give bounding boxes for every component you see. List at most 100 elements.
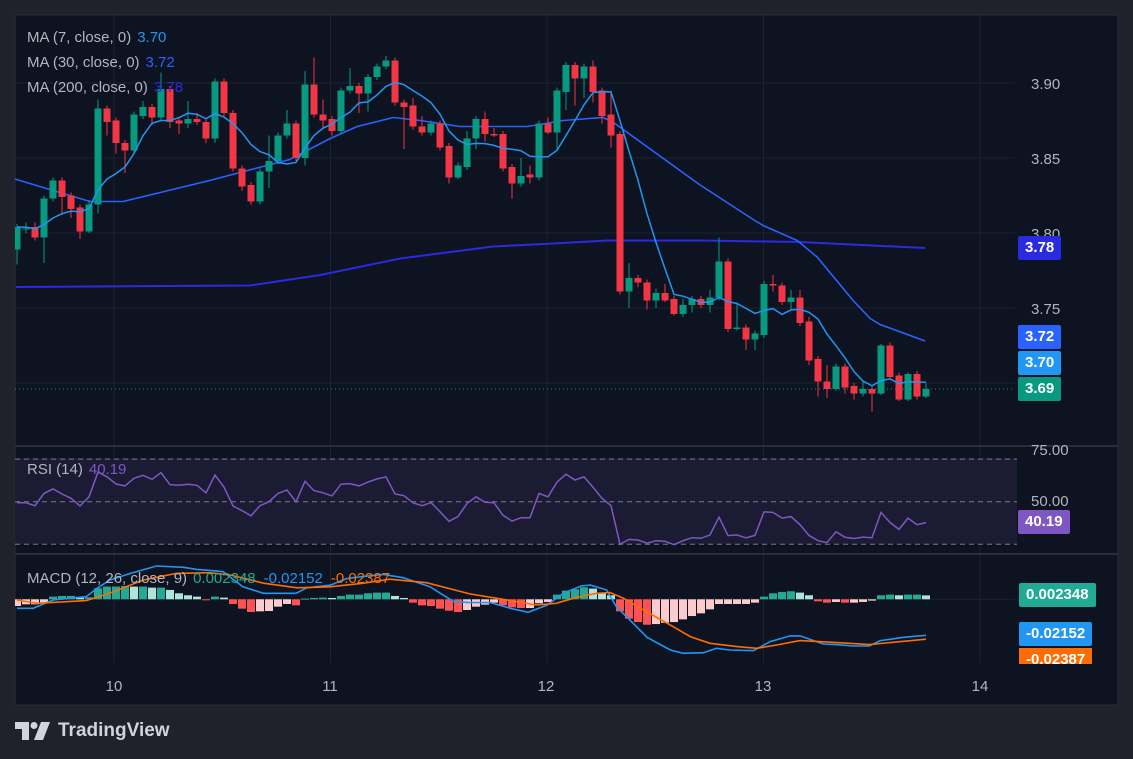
macd-histogram-bar [355, 594, 363, 600]
candle-body [310, 84, 318, 115]
macd-histogram-bar [238, 599, 246, 609]
candle-body [715, 261, 723, 298]
candle-up [337, 87, 345, 134]
macd-histogram-bar [877, 595, 885, 600]
ma7-price-label: 3.70 [1018, 351, 1062, 375]
legend-ma30-label: MA (30, close, 0) [27, 54, 140, 71]
candle-body [733, 327, 741, 329]
candle-body [15, 227, 21, 250]
candle-body [283, 123, 291, 136]
macd-histogram-bar [103, 586, 111, 600]
candle-up [517, 158, 525, 187]
candle-down [490, 128, 498, 137]
macd-histogram-bar [652, 599, 660, 625]
candle-body [886, 345, 894, 377]
candle-down [418, 116, 426, 136]
candle-body [679, 305, 687, 314]
candle-up [139, 101, 147, 119]
legend-rsi-value: 40.19 [88, 461, 127, 478]
candle-up [274, 132, 282, 164]
candle-down [769, 275, 777, 292]
candle-body [643, 282, 651, 301]
candle-body [481, 119, 489, 134]
candle-down [868, 386, 876, 412]
legend-ma200[interactable]: MA (200, close, 0) 3.78 [27, 79, 189, 96]
rsi-value-label: 40.19 [1018, 510, 1070, 534]
candle-down [643, 279, 651, 310]
time-tick: 13 [755, 678, 772, 695]
candle-down [391, 57, 399, 106]
candle-down [481, 111, 489, 142]
candle-down [319, 99, 327, 128]
macd-histogram-bar [904, 594, 912, 600]
candle-body [724, 261, 732, 329]
candle-down [796, 290, 804, 326]
macd-histogram-bar [436, 599, 444, 609]
candle-body [49, 180, 57, 199]
price-tick: 3.75 [1031, 301, 1060, 318]
candle-down [598, 87, 606, 124]
legend-ma7[interactable]: MA (7, close, 0) 3.70 [27, 29, 172, 46]
legend-rsi[interactable]: RSI (14) 40.19 [27, 461, 132, 478]
legend-rsi-label: RSI (14) [27, 461, 83, 478]
candle-up [679, 299, 687, 317]
candle-down [238, 165, 246, 191]
price-pane[interactable] [10, 56, 1015, 412]
candle-down [634, 275, 642, 287]
candle-body [112, 120, 120, 143]
macd-histogram-bar [778, 591, 786, 600]
macd-histogram-bar [229, 599, 237, 604]
candle-up [751, 330, 759, 350]
tradingview-logo[interactable]: TradingView [15, 720, 170, 742]
candle-body [445, 146, 453, 178]
price-tick: 3.85 [1031, 151, 1060, 168]
macd-histogram-bar [301, 598, 309, 600]
legend-signal-value: -0.02387 [330, 570, 391, 587]
candle-body [517, 176, 525, 184]
macd-histogram-bar [409, 599, 417, 603]
macd-histogram-bar [679, 599, 687, 620]
macd-histogram-bar [193, 596, 201, 600]
candle-down [328, 116, 336, 136]
macd-hist-label: 0.002348 [1019, 583, 1096, 607]
candle-body [490, 134, 498, 136]
candle-body [742, 327, 750, 340]
candle-body [625, 278, 633, 292]
legend-macd[interactable]: MACD (12, 26, close, 9) 0.002348 -0.02152-… [27, 570, 396, 587]
candle-body [823, 381, 831, 389]
candle-body [76, 207, 84, 232]
candle-body [895, 375, 903, 400]
legend-ma30[interactable]: MA (30, close, 0) 3.72 [27, 54, 181, 71]
macd-histogram-bar [445, 599, 453, 611]
macd-histogram-bar [184, 595, 192, 600]
candle-body [814, 359, 822, 382]
candle-body [202, 122, 210, 139]
macd-histogram-bar [31, 599, 39, 605]
candle-down [778, 282, 786, 305]
macd-histogram-bar [625, 599, 633, 619]
candle-body [805, 321, 813, 361]
macd-histogram-bar [175, 593, 183, 600]
candle-body [22, 228, 30, 230]
candle-body [157, 89, 165, 118]
candle-up [40, 195, 48, 263]
macd-histogram-bar [499, 599, 507, 606]
ma7-line [16, 81, 926, 387]
candle-down [607, 90, 615, 148]
candle-down [229, 110, 237, 172]
rsi-pane[interactable] [15, 458, 1017, 546]
candle-down [670, 296, 678, 316]
macd-histogram-bar [247, 599, 255, 613]
candle-body [175, 120, 183, 124]
candle-down [616, 131, 624, 295]
macd-histogram-bar [544, 599, 552, 602]
candle-body [661, 293, 669, 301]
macd-histogram-bar [49, 596, 57, 600]
rsi-tick: 75.00 [1031, 442, 1069, 459]
macd-histogram-bar [913, 594, 921, 600]
candle-body [787, 297, 795, 302]
macd-pane[interactable] [13, 565, 930, 655]
candle-body [913, 374, 921, 397]
macd-histogram-bar [337, 595, 345, 600]
